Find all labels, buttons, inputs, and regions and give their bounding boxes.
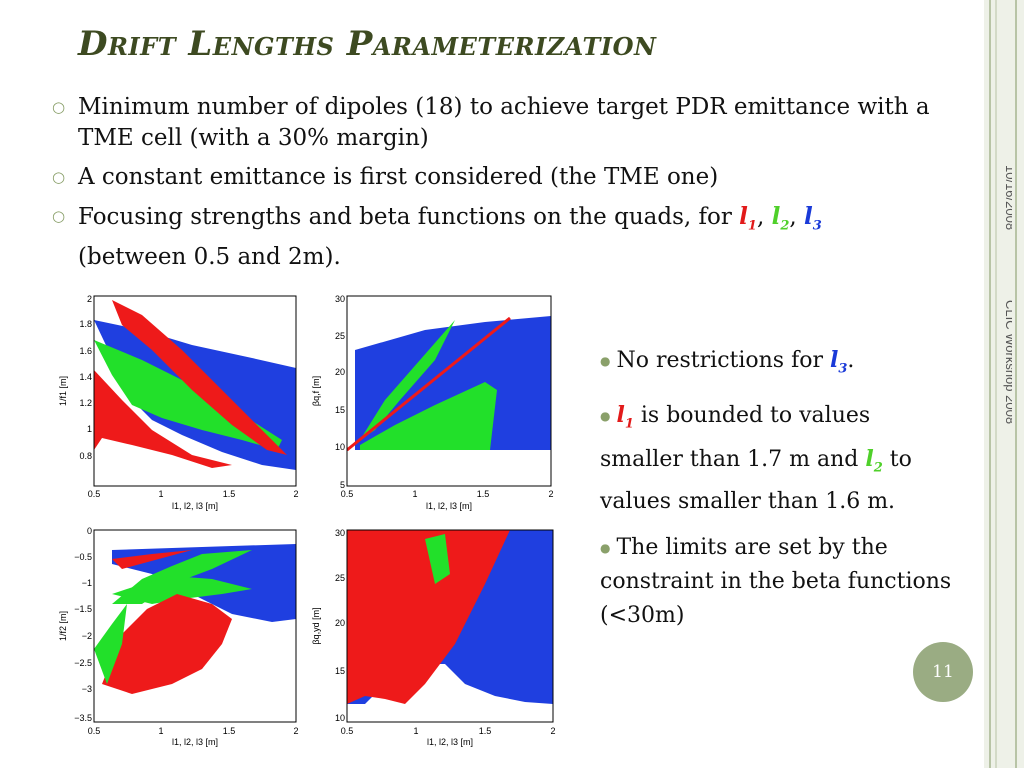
y-tick: 10	[335, 713, 345, 723]
bullet-dot-icon: ●	[600, 354, 611, 368]
y-tick: −1	[82, 578, 92, 588]
bullet-marker-icon: ○	[52, 98, 66, 116]
page-number-badge: 11	[913, 642, 973, 702]
slide-title: Drift Lengths Parameterization	[78, 24, 657, 64]
y-tick: −0.5	[74, 552, 92, 562]
right-bullet-item: ● The limits are set by the constraint in…	[600, 535, 952, 629]
footer-text: CLIC Workshop 2008	[1003, 300, 1012, 424]
y-tick: 30	[335, 528, 345, 538]
x-tick: 2	[293, 726, 298, 736]
y-tick: 20	[335, 618, 345, 628]
x-axis-label: l1, l2, l3 [m]	[172, 737, 218, 747]
bullet-marker-icon: ○	[52, 168, 66, 186]
y-tick: 1.2	[79, 398, 92, 408]
x-tick: 0.5	[88, 726, 101, 736]
plot-1f2: 0 −0.5 −1 −1.5 −2 −2.5 −3 −3.5 0.5 1 1.5…	[58, 526, 299, 747]
y-tick: −3	[82, 684, 92, 694]
x-tick: 0.5	[341, 726, 354, 736]
bullet-dot-icon: ●	[600, 409, 611, 424]
x-tick: 2	[548, 489, 553, 499]
y-tick: 0	[87, 526, 92, 536]
x-tick: 2	[293, 489, 298, 499]
y-tick: 15	[335, 666, 345, 676]
y-tick: −2.5	[74, 658, 92, 668]
bullet-dot-icon: ●	[600, 541, 611, 556]
x-axis-label: l1, l2, l3 [m]	[426, 501, 472, 511]
bullet-item: ○ A constant emittance is first consider…	[52, 162, 957, 193]
x-tick: 0.5	[341, 489, 354, 499]
y-tick: −1.5	[74, 604, 92, 614]
bullet-list: ○ Minimum number of dipoles (18) to achi…	[52, 92, 957, 281]
y-axis-label: βq,yd [m]	[311, 607, 321, 644]
x-tick: 1	[412, 489, 417, 499]
l2-symbol: l2	[865, 445, 883, 476]
x-tick: 0.5	[88, 489, 101, 499]
l2-symbol: l2	[771, 203, 790, 234]
y-tick: 30	[335, 294, 345, 304]
y-tick: 25	[335, 331, 345, 341]
x-tick: 1	[158, 726, 163, 736]
bullet-text: A constant emittance is first considered…	[78, 164, 719, 190]
y-axis-label: 1/f1 [m]	[58, 376, 68, 406]
x-axis-label: l1, l2, l3 [m]	[172, 501, 218, 511]
plot-beta-qyd: 30 25 20 15 10 0.5 1 1.5 2 l1, l2, l3 [m…	[311, 528, 556, 747]
l1-symbol: l1	[616, 402, 634, 432]
y-tick: −2	[82, 631, 92, 641]
y-axis-label: βq,f [m]	[311, 376, 321, 406]
y-tick: 1	[87, 424, 92, 434]
plot-beta-qf: 30 25 20 15 10 5 0.5 1 1.5 2 l1, l2, l3 …	[311, 294, 554, 511]
y-tick: 25	[335, 573, 345, 583]
bullet-text: Focusing strengths and beta functions on…	[78, 203, 822, 270]
y-tick: 15	[335, 405, 345, 415]
y-tick: −3.5	[74, 713, 92, 723]
y-axis-label: 1/f2 [m]	[58, 611, 68, 641]
y-tick: 0.8	[79, 451, 92, 461]
y-tick: 10	[335, 442, 345, 452]
right-bullet-item: ● No restrictions for l3.	[600, 347, 855, 377]
side-vertical-text: 10/16/2008 CLIC Workshop 2008	[1003, 165, 1012, 424]
y-tick: 1.8	[79, 319, 92, 329]
bullet-text: Minimum number of dipoles (18) to achiev…	[78, 94, 930, 151]
x-tick: 1.5	[479, 726, 492, 736]
date-text: 10/16/2008	[1003, 165, 1012, 230]
right-bullet-list: ● No restrictions for l3. ● l1 is bounded …	[600, 343, 960, 645]
x-axis-label: l1, l2, l3 [m]	[427, 737, 473, 747]
right-bullet-item: ● l1 is bounded to values smaller than 1.…	[600, 402, 912, 515]
x-tick: 1	[158, 489, 163, 499]
x-tick: 1	[413, 726, 418, 736]
bullet-marker-icon: ○	[52, 207, 66, 225]
x-tick: 1.5	[223, 489, 236, 499]
y-tick: 2	[87, 294, 92, 304]
y-tick: 20	[335, 367, 345, 377]
l3-symbol: l3	[804, 203, 822, 234]
bullet-item: ○ Focusing strengths and beta functions …	[52, 201, 957, 273]
x-tick: 1.5	[223, 726, 236, 736]
x-tick: 2	[550, 726, 555, 736]
bullet-item: ○ Minimum number of dipoles (18) to achi…	[52, 92, 957, 154]
y-tick: 1.4	[79, 372, 92, 382]
l3-symbol: l3	[830, 347, 848, 377]
y-tick: 1.6	[79, 346, 92, 356]
x-tick: 1.5	[477, 489, 490, 499]
plot-1f1: 2 1.8 1.6 1.4 1.2 1 0.8 0.5 1 1.5 2 l1, …	[58, 294, 299, 511]
sidebar-decoration	[984, 0, 1024, 768]
l1-symbol: l1	[739, 203, 757, 234]
y-tick: 5	[340, 480, 345, 490]
